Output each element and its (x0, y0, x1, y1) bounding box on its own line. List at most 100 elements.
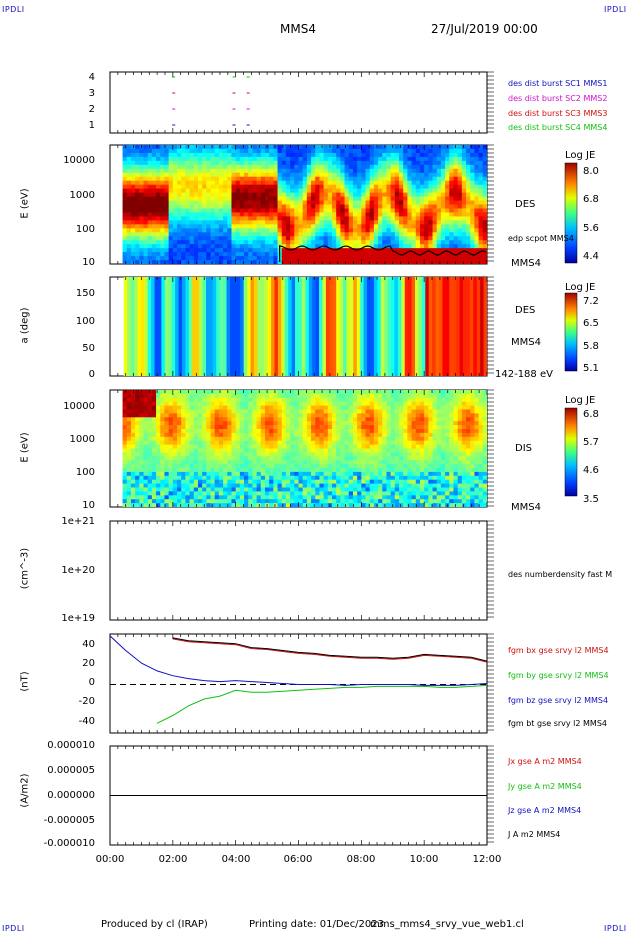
bfield-series (110, 635, 487, 724)
burst-ytick: 1 (88, 120, 95, 131)
cbar-tick: 5.1 (583, 363, 599, 374)
pitch-ytick: 100 (75, 316, 95, 327)
j-ytick: 0.000000 (47, 790, 95, 801)
des-energy-ytick: 10 (82, 257, 95, 268)
spacecraft-des: MMS4 (511, 258, 541, 269)
cbar-tick: 4.6 (583, 465, 599, 476)
dis-energy-ytick: 10000 (63, 401, 95, 412)
dis-energy-ytick: 1000 (69, 434, 95, 445)
colorbar-des-energy-title: Log JE (565, 150, 596, 161)
b-ytick: -40 (78, 716, 95, 727)
energy-range-label: 142-188 eV (495, 369, 553, 380)
footer-printing-date: Printing date: 01/Dec/2023 (249, 919, 385, 930)
instrument-des-pitch: DES (515, 305, 536, 316)
series-by (156, 684, 487, 724)
scpot-line (278, 245, 486, 263)
burst-ytick: 3 (88, 88, 95, 99)
b-ytick: 0 (88, 677, 95, 688)
b-ytick: -20 (78, 696, 95, 707)
legend-jz: Jz gse A m2 MMS4 (508, 806, 582, 815)
cbar-tick: 7.2 (583, 296, 599, 307)
j-ytick: 0.000005 (47, 765, 95, 776)
j-ytick: 0.000010 (47, 740, 95, 751)
heatmap-des-pitch (123, 277, 487, 376)
legend-burst-sc4: des dist burst SC4 MMS4 (508, 123, 608, 132)
cbar-tick: 6.5 (583, 318, 599, 329)
colorbar-des-energy (564, 162, 578, 264)
xtick: 10:00 (409, 854, 439, 865)
ylabel-pitch: a (deg) (19, 307, 31, 344)
colorbar-dis-energy (564, 407, 578, 497)
des-energy-ytick: 1000 (69, 190, 95, 201)
pitch-ytick: 50 (82, 343, 95, 354)
corner-label-bl: IPDLI (2, 924, 25, 933)
density-ytick: 1e+20 (61, 565, 95, 576)
series-bz (110, 635, 487, 686)
des-energy-ytick: 100 (75, 224, 95, 235)
legend-bz: fgm bz gse srvy l2 MMS4 (508, 696, 609, 705)
des-energy-ytick: 10000 (63, 155, 95, 166)
cbar-tick: 6.8 (583, 194, 599, 205)
cbar-tick: 5.6 (583, 223, 599, 234)
panel-density-frame (109, 520, 488, 621)
panel-burst-frame (109, 71, 488, 134)
corner-label-tl: IPDLI (2, 5, 25, 14)
corner-label-br: IPDLI (604, 924, 627, 933)
cbar-tick: 5.7 (583, 437, 599, 448)
dis-energy-ytick: 10 (82, 500, 95, 511)
xtick: 06:00 (283, 854, 313, 865)
legend-by: fgm by gse srvy l2 MMS4 (508, 671, 609, 680)
burst-ytick: 4 (88, 72, 95, 83)
ylabel-bfield: (nT) (19, 671, 31, 692)
series-bx (172, 638, 487, 663)
legend-burst-sc3: des dist burst SC3 MMS3 (508, 109, 608, 118)
instrument-des: DES (515, 199, 536, 210)
legend-burst-sc2: des dist burst SC2 MMS2 (508, 94, 608, 103)
cbar-tick: 8.0 (583, 166, 599, 177)
legend-density: des numberdensity fast M (508, 570, 613, 579)
spacecraft-title: MMS4 (280, 22, 316, 36)
colorbar-pitch-title: Log JE (565, 282, 596, 293)
xtick: 00:00 (95, 854, 125, 865)
burst-ytick: 2 (88, 104, 95, 115)
cbar-tick: 3.5 (583, 494, 599, 505)
ylabel-density: (cm^-3) (19, 547, 31, 590)
j-ytick: -0.000010 (43, 838, 95, 849)
corner-label-tr: IPDLI (604, 5, 627, 14)
b-ytick: 20 (82, 658, 95, 669)
series-bt (172, 637, 487, 662)
legend-burst-sc1: des dist burst SC1 MMS1 (508, 79, 608, 88)
ylabel-des-energy: E (eV) (19, 188, 31, 219)
cbar-tick: 4.4 (583, 251, 599, 262)
cbar-tick: 5.8 (583, 341, 599, 352)
spacecraft-pitch: MMS4 (511, 337, 541, 348)
overlay-scpot-label: edp scpot MMS4 (508, 234, 574, 243)
pitch-ytick: 0 (88, 369, 95, 380)
b-ytick: 40 (82, 639, 95, 650)
legend-bt: fgm bt gse srvy l2 MMS4 (508, 719, 607, 728)
footer-producer: Produced by cl (IRAP) (101, 919, 208, 930)
ylabel-dis-energy: E (eV) (19, 432, 31, 463)
j-ytick: -0.000005 (43, 815, 95, 826)
ylabel-current: (A/m2) (19, 773, 31, 808)
xtick: 12:00 (472, 854, 502, 865)
legend-jx: Jx gse A m2 MMS4 (508, 757, 582, 766)
xtick: 02:00 (158, 854, 188, 865)
dis-energy-ytick: 100 (75, 467, 95, 478)
density-ytick: 1e+19 (61, 613, 95, 624)
spacecraft-dis: MMS4 (511, 502, 541, 513)
heatmap-des-energy (122, 145, 487, 264)
colorbar-dis-title: Log JE (565, 395, 596, 406)
date-title: 27/Jul/2019 00:00 (431, 22, 538, 36)
xtick: 08:00 (346, 854, 376, 865)
legend-j: J A m2 MMS4 (508, 830, 561, 839)
legend-jy: Jy gse A m2 MMS4 (508, 782, 582, 791)
cbar-tick: 6.8 (583, 409, 599, 420)
colorbar-des-pitch (564, 292, 578, 372)
pitch-ytick: 150 (75, 288, 95, 299)
density-ytick: 1e+21 (61, 516, 95, 527)
heatmap-dis-energy (122, 390, 487, 507)
legend-bx: fgm bx gse srvy l2 MMS4 (508, 646, 609, 655)
instrument-dis: DIS (515, 443, 532, 454)
